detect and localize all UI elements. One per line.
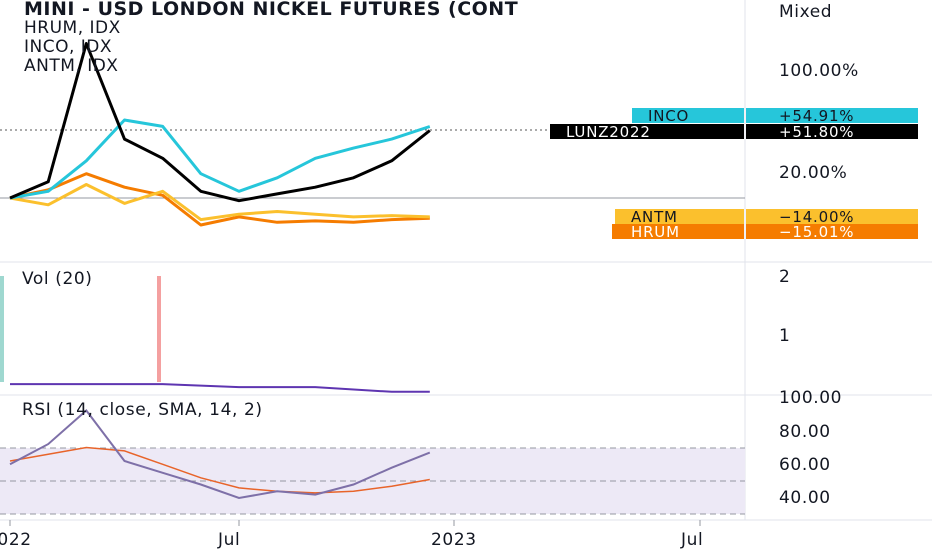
time-label-2022: 2022 xyxy=(0,530,32,550)
price-tag-hrum[interactable]: HRUM −15.01% xyxy=(612,223,918,241)
rsi-tick-60: 60.00 xyxy=(779,455,831,475)
time-label-jul-2: Jul xyxy=(680,530,703,550)
rsi-tick-100: 100.00 xyxy=(779,388,842,408)
volume-line xyxy=(10,383,430,393)
tag-symbol-bg xyxy=(550,124,744,139)
price-tag-lunz2022[interactable]: LUNZ2022 +51.80% xyxy=(550,123,918,141)
tag-symbol: ANTM xyxy=(631,208,678,226)
series-line-inco xyxy=(9,118,431,200)
rsi-pane[interactable]: RSI (14, close, SMA, 14, 2) 100.00 80.00… xyxy=(0,388,842,515)
tag-value-bg xyxy=(746,209,918,224)
tag-value: +54.91% xyxy=(779,107,854,125)
legend-title[interactable]: MINI - USD LONDON NICKEL FUTURES (CONT xyxy=(24,0,519,19)
price-scale-mode[interactable]: Mixed xyxy=(779,2,832,22)
rsi-line xyxy=(9,409,431,500)
rsi-tick-80: 80.00 xyxy=(779,422,831,442)
tag-symbol-bg xyxy=(615,209,744,224)
volume-tick-2: 2 xyxy=(779,267,790,287)
tag-value: −15.01% xyxy=(779,223,854,241)
time-label-2023: 2023 xyxy=(431,530,477,550)
price-tag-inco[interactable]: INCO +54.91% xyxy=(632,107,918,125)
tag-symbol: HRUM xyxy=(631,223,680,241)
tag-symbol-bg xyxy=(612,224,744,239)
tag-symbol: INCO xyxy=(648,107,689,125)
legend-antm[interactable]: ANTM, IDX xyxy=(24,56,119,76)
volume-pane[interactable]: Vol (20) 2 1 xyxy=(0,267,790,393)
volume-bar-teal xyxy=(0,276,4,382)
volume-pane-label[interactable]: Vol (20) xyxy=(22,269,93,289)
price-tick-20: 20.00% xyxy=(779,163,847,183)
tag-value: +51.80% xyxy=(779,123,854,141)
time-axis[interactable]: 2022 Jul 2023 Jul xyxy=(0,520,703,550)
legend-hrum[interactable]: HRUM, IDX xyxy=(24,18,121,38)
rsi-ma-line xyxy=(9,446,430,494)
legend-inco[interactable]: INCO, IDX xyxy=(24,37,113,57)
volume-bar-red xyxy=(157,276,161,382)
rsi-pane-label[interactable]: RSI (14, close, SMA, 14, 2) xyxy=(22,400,263,420)
tag-value-bg xyxy=(746,108,918,123)
tag-value: −14.00% xyxy=(779,208,854,226)
tag-symbol-bg xyxy=(632,108,744,123)
tag-symbol: LUNZ2022 xyxy=(566,123,651,141)
tag-value-bg xyxy=(746,224,918,239)
series-line-hrum xyxy=(9,172,430,227)
tag-value-bg xyxy=(746,124,918,139)
time-label-jul: Jul xyxy=(217,530,240,550)
volume-tick-1: 1 xyxy=(779,326,790,346)
price-tick-100: 100.00% xyxy=(779,61,859,81)
chart-legend[interactable]: MINI - USD LONDON NICKEL FUTURES (CONT H… xyxy=(24,0,746,76)
series-line-lunz2022 xyxy=(9,42,431,203)
rsi-tick-40: 40.00 xyxy=(779,488,831,508)
price-tag-antm[interactable]: ANTM −14.00% xyxy=(615,208,918,226)
series-line-antm xyxy=(9,183,430,222)
